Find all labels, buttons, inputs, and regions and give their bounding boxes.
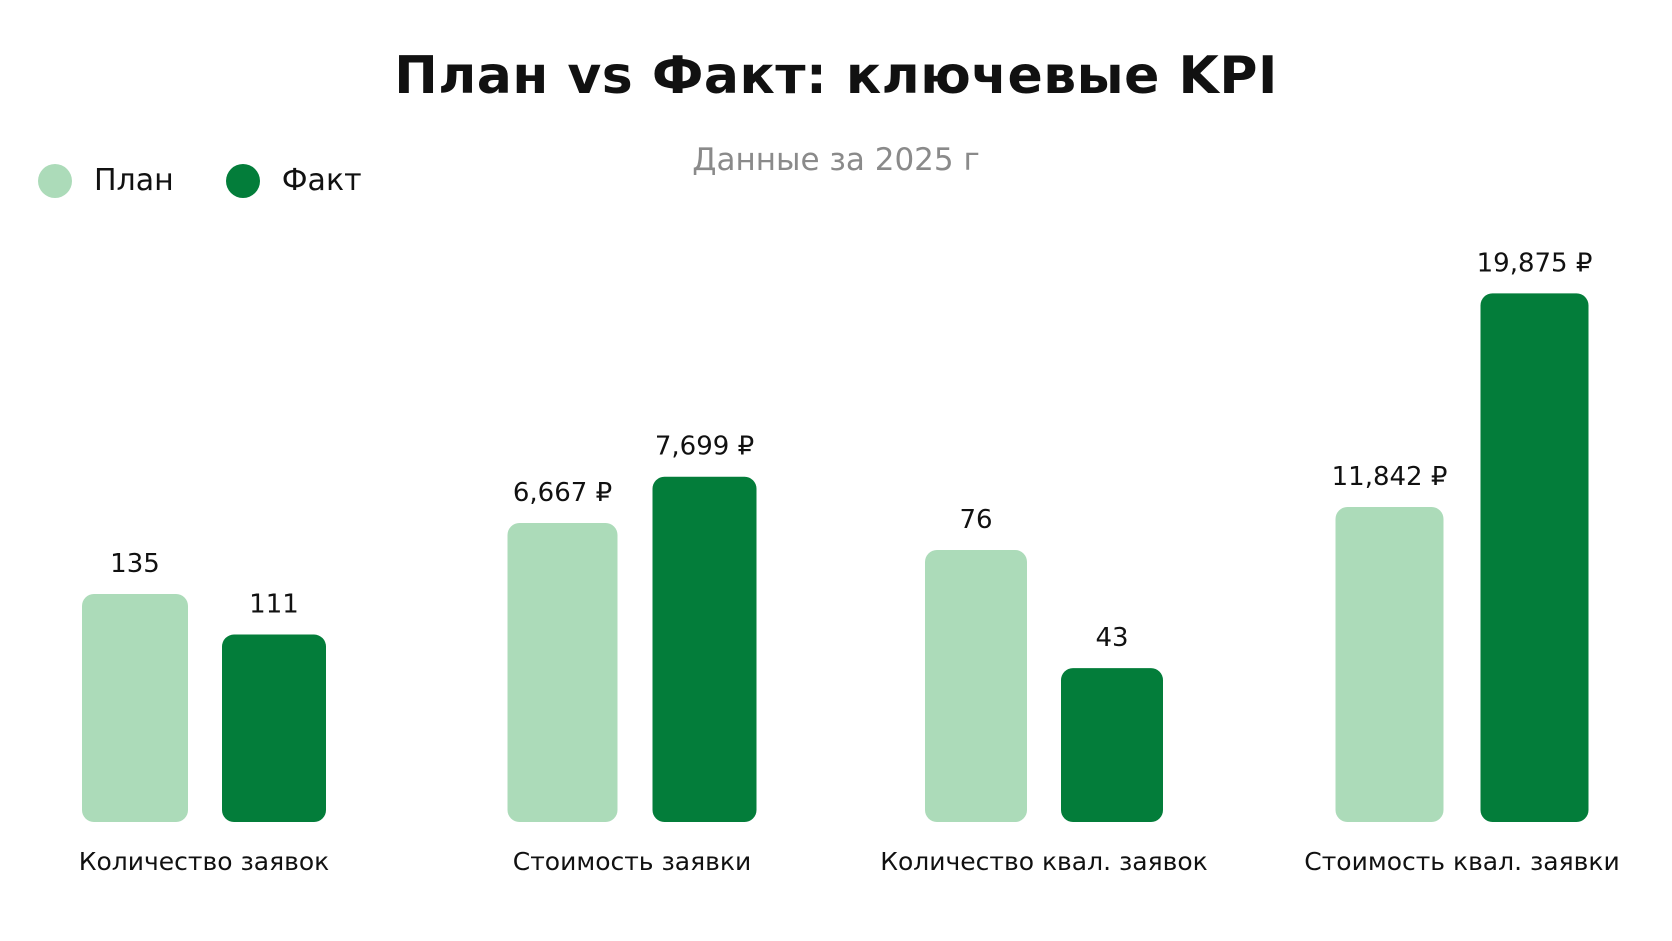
bar-fact-2 <box>1061 668 1163 822</box>
legend-label-fact: Факт <box>281 163 362 198</box>
category-label-0: Количество заявок <box>79 847 330 876</box>
bar-fact-1 <box>652 476 757 822</box>
bar-fact-0 <box>222 634 326 822</box>
legend-item-fact: Факт <box>225 163 362 198</box>
legend: План Факт <box>38 163 414 198</box>
bar-plan-1 <box>507 523 618 822</box>
chart-subtitle: Данные за 2025 г <box>692 142 980 178</box>
category-label-3: Стоимость квал. заявки <box>1304 847 1619 876</box>
bar-plan-3 <box>1335 507 1444 822</box>
legend-item-plan: План <box>38 163 174 198</box>
legend-swatch-plan <box>38 163 72 198</box>
chart-title: План vs Факт: ключевые KPI <box>394 46 1278 106</box>
value-label-plan-2: 76 <box>959 505 992 535</box>
value-label-fact-3: 19,875 ₽ <box>1477 248 1593 278</box>
category-label-2: Количество квал. заявок <box>880 847 1208 876</box>
value-label-fact-1: 7,699 ₽ <box>655 432 754 462</box>
category-label-1: Стоимость заявки <box>513 847 751 876</box>
value-label-plan-0: 135 <box>110 549 160 579</box>
bar-plan-2 <box>925 550 1027 822</box>
value-label-plan-1: 6,667 ₽ <box>513 478 612 508</box>
bar-fact-3 <box>1480 293 1589 822</box>
value-label-fact-0: 111 <box>249 590 299 620</box>
legend-swatch-fact <box>225 163 260 198</box>
bar-plan-0 <box>82 594 188 822</box>
value-label-fact-2: 43 <box>1095 623 1128 653</box>
value-label-plan-3: 11,842 ₽ <box>1332 462 1448 492</box>
legend-label-plan: План <box>94 163 174 198</box>
